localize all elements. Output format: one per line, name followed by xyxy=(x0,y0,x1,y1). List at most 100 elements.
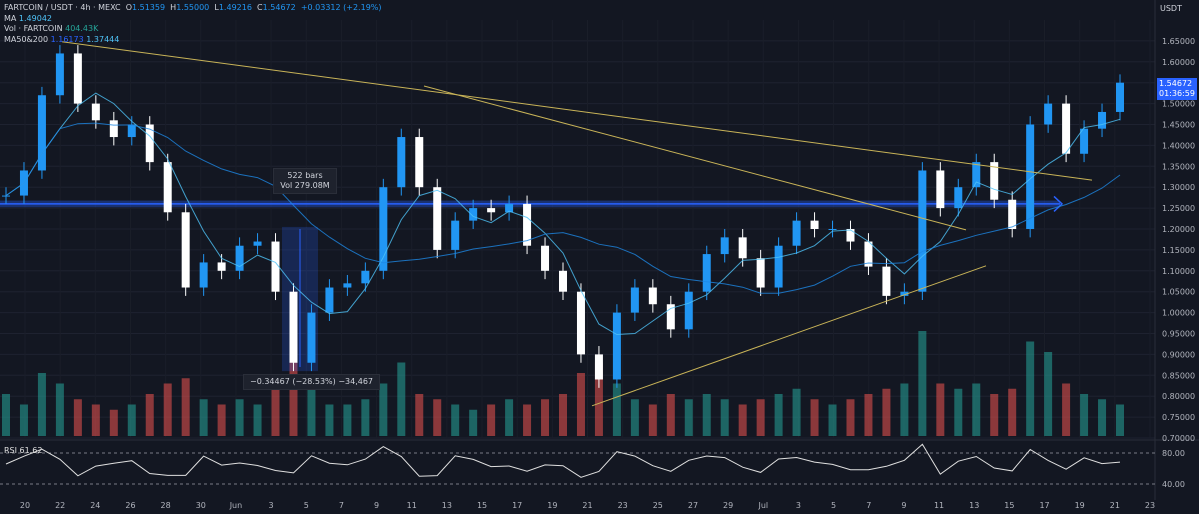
price-tick-label: 1.05000 xyxy=(1162,288,1195,297)
candle xyxy=(648,287,657,305)
time-tick-label: 27 xyxy=(688,501,698,510)
volume-bar xyxy=(864,394,873,436)
rsi-pane: 80.00 40.00 xyxy=(0,443,1185,489)
volume-bar xyxy=(666,394,675,436)
volume-bar xyxy=(1116,404,1124,436)
price-tick-label: 1.10000 xyxy=(1162,267,1195,276)
candle xyxy=(199,262,208,288)
volume-bar xyxy=(325,404,334,436)
volume-bar xyxy=(109,409,118,436)
price-tick-label: 0.70000 xyxy=(1162,434,1195,443)
time-axis: 20 22 24 26 28 30 Jun 3 5 7 9 11 13 15 17 19 21 23 25 27 29 J… xyxy=(20,501,1155,510)
symbol-title[interactable]: FARTCOIN / USDT · 4h · MEXC xyxy=(4,3,121,12)
volume-bar xyxy=(630,399,639,436)
candle xyxy=(882,266,891,296)
candle xyxy=(397,137,406,188)
candle xyxy=(145,124,154,163)
time-tick-label: 28 xyxy=(161,501,171,510)
time-tick-label: 29 xyxy=(723,501,733,510)
time-tick-label: 24 xyxy=(90,501,100,510)
volume-bar xyxy=(181,378,190,436)
ma50-value: 1.16173 xyxy=(50,34,84,44)
candle xyxy=(828,229,837,230)
bar-countdown: 01:36:59 xyxy=(1159,89,1195,98)
time-tick-label: 23 xyxy=(618,501,628,510)
volume-bar xyxy=(163,383,172,436)
price-tick-label: 1.00000 xyxy=(1162,309,1195,318)
change-value: +0.03312 (+2.19%) xyxy=(300,3,382,12)
candle xyxy=(576,291,585,355)
volume-bar xyxy=(307,388,316,436)
legend-volume-row[interactable]: Vol · FARTCOIN 404.43K xyxy=(4,24,99,33)
trendline-support xyxy=(591,265,987,407)
price-tick-label: 0.85000 xyxy=(1162,371,1195,380)
volume-bar xyxy=(19,404,28,436)
volume-bar xyxy=(738,404,747,436)
volume-bar xyxy=(612,383,621,436)
time-tick-label: 21 xyxy=(582,501,592,510)
volume-bar xyxy=(541,399,550,436)
volume-bar xyxy=(73,399,82,436)
time-tick-label: 19 xyxy=(547,501,557,510)
time-tick-label: 7 xyxy=(339,501,344,510)
range-bars: 522 bars xyxy=(287,171,323,180)
rsi-legend[interactable]: RSI 61.62 xyxy=(4,446,43,455)
candles xyxy=(2,45,1124,388)
candle xyxy=(1044,103,1053,125)
volume-bar xyxy=(523,404,532,436)
time-tick-label: 22 xyxy=(55,501,65,510)
candle xyxy=(91,103,100,121)
rsi-value: 61.62 xyxy=(19,446,43,455)
volume-bar xyxy=(810,399,819,436)
candle xyxy=(630,287,639,313)
time-tick-label: 9 xyxy=(901,501,906,510)
volume-bar xyxy=(594,362,603,436)
volume-bar xyxy=(1026,341,1035,436)
low-value: 1.49216 xyxy=(218,3,252,12)
chart-legend: FARTCOIN / USDT · 4h · MEXC O1.51359 H1.… xyxy=(4,3,382,45)
time-tick-label: 5 xyxy=(831,501,836,510)
candle xyxy=(1080,128,1089,154)
candle xyxy=(55,53,64,96)
time-tick-label: 17 xyxy=(1039,501,1049,510)
volume-bar xyxy=(253,404,262,436)
candle xyxy=(774,245,783,288)
candle xyxy=(451,220,460,250)
volume-bar xyxy=(576,373,585,436)
volume-bar xyxy=(469,409,478,436)
legend-ma-row[interactable]: MA 1.49042 xyxy=(4,13,53,23)
price-tick-label: 1.40000 xyxy=(1162,141,1195,150)
candle xyxy=(864,241,873,267)
price-tick-label: 0.90000 xyxy=(1162,350,1195,359)
price-tick-label: 1.30000 xyxy=(1162,183,1195,192)
price-tick-label: 0.75000 xyxy=(1162,413,1195,422)
candle xyxy=(2,195,10,197)
time-tick-label: 9 xyxy=(374,501,379,510)
time-tick-label: 30 xyxy=(196,501,206,510)
volume-bar xyxy=(379,383,388,436)
volume-bar xyxy=(954,388,963,436)
candle xyxy=(918,170,927,292)
volume-bar xyxy=(199,399,208,436)
volume-bar xyxy=(702,394,711,436)
rsi-line xyxy=(5,443,1121,478)
volume-bar xyxy=(684,399,693,436)
ma200-value: 1.37444 xyxy=(86,34,120,44)
volume-bar xyxy=(1008,388,1017,436)
candle xyxy=(702,254,711,292)
price-tick-label: 1.50000 xyxy=(1162,100,1195,109)
range-measure-box: 522 bars Vol 279.08M xyxy=(273,168,337,194)
volume-bar xyxy=(648,404,657,436)
candle xyxy=(37,95,46,171)
trendlines[interactable] xyxy=(61,41,1093,407)
currency-label: USDT xyxy=(1160,4,1182,13)
time-tick-label: 20 xyxy=(20,501,30,510)
price-tick-label: 1.60000 xyxy=(1162,58,1195,67)
volume-bar xyxy=(900,383,909,436)
volume-bar xyxy=(756,399,765,436)
trendline-upper xyxy=(61,41,1093,181)
candle xyxy=(325,287,334,313)
legend-ma50200-row[interactable]: MA50&200 1.16173 1.37444 xyxy=(4,34,120,44)
volume-bar xyxy=(828,404,837,436)
